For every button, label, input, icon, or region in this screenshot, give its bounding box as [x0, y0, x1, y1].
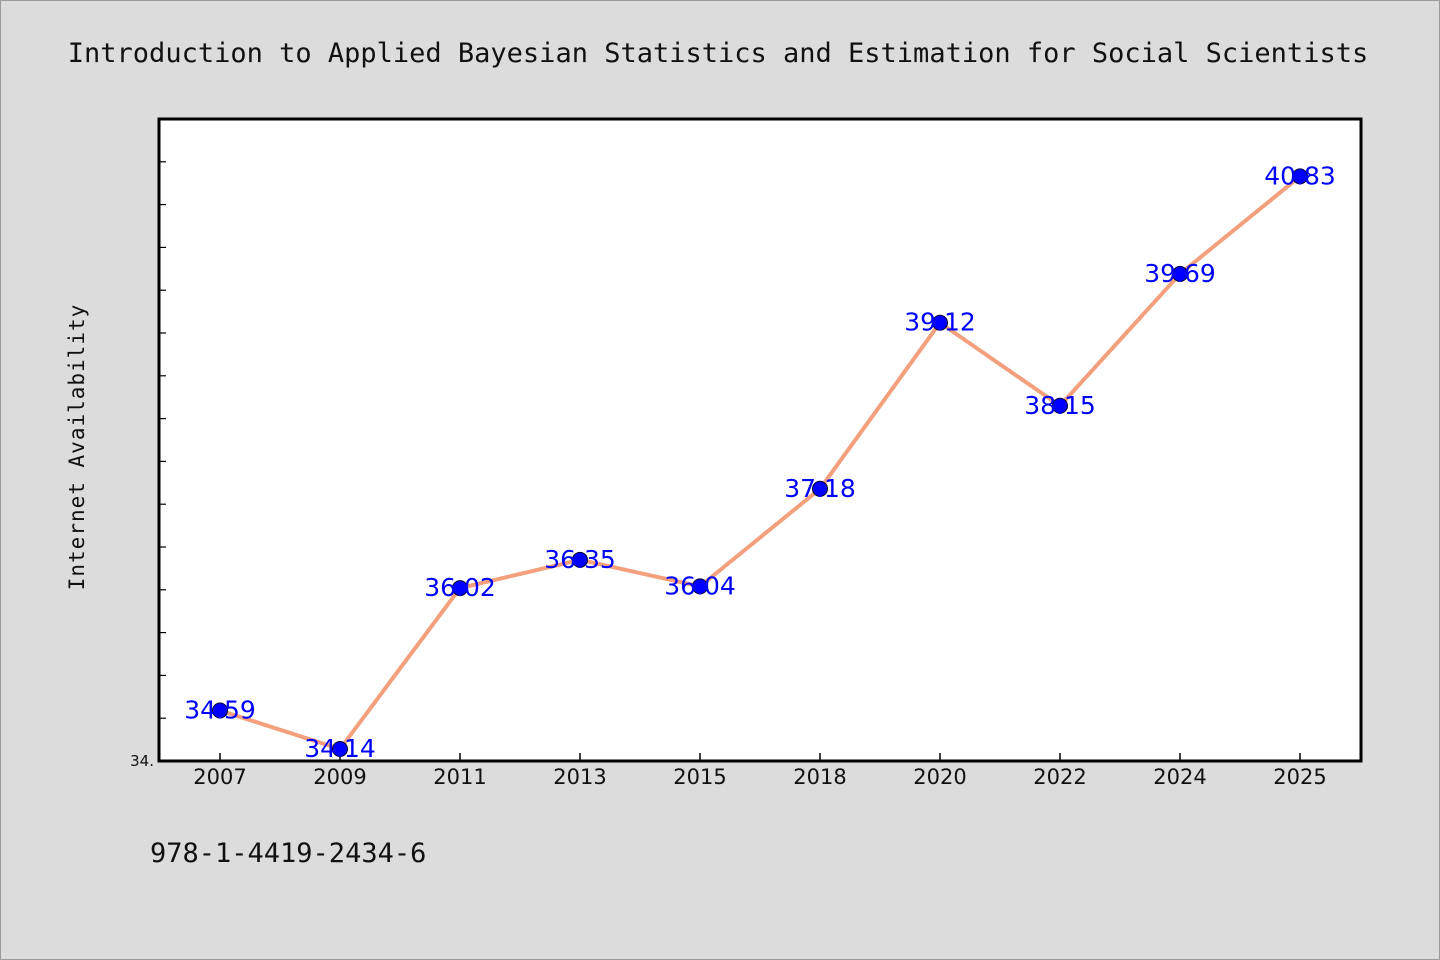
series-line-group	[219, 174, 1302, 752]
x-tick-label: 2022	[1033, 765, 1086, 789]
data-label: 34.14	[304, 734, 376, 763]
series-line	[219, 174, 1302, 752]
x-tick-label: 2024	[1153, 765, 1206, 789]
isbn-text: 978-1-4419-2434-6	[150, 838, 426, 869]
data-markers	[212, 168, 1308, 758]
chart-title: Introduction to Applied Bayesian Statist…	[68, 38, 1368, 69]
y-axis-label: Internet Availability	[65, 304, 89, 591]
data-point	[212, 702, 228, 719]
x-tick-label: 2015	[673, 765, 726, 789]
data-point	[1172, 265, 1188, 282]
data-label: 36.35	[544, 545, 616, 574]
data-label: 36.04	[664, 571, 736, 600]
x-tick-label: 2007	[193, 765, 246, 789]
y-axis-ticks: 34.	[130, 161, 166, 770]
data-point	[1292, 168, 1308, 185]
data-point	[452, 580, 468, 597]
x-tick-label: 2013	[553, 765, 606, 789]
data-point	[572, 551, 588, 568]
data-point	[932, 314, 948, 331]
data-label: 38.15	[1024, 391, 1096, 420]
data-label: 39.69	[1144, 259, 1216, 288]
x-tick-label: 2009	[313, 765, 366, 789]
data-label: 40.83	[1264, 161, 1336, 190]
plot-area	[157, 117, 1363, 763]
x-tick-label: 2025	[1273, 765, 1326, 789]
x-tick-label: 2011	[433, 765, 486, 789]
data-labels: 34.59 34.14 36.02 36.35 36.04 37.18 39.12 38.15…	[184, 161, 1336, 763]
x-tick-label: 2020	[913, 765, 966, 789]
data-label: 39.12	[904, 308, 976, 337]
data-point	[332, 741, 348, 758]
data-label: 36.02	[424, 573, 496, 602]
x-tick-label: 2018	[793, 765, 846, 789]
y-tick-label: 34.	[130, 752, 154, 770]
data-label: 34.59	[184, 695, 256, 724]
data-point	[692, 578, 708, 595]
x-axis-ticks: 2007 2009 2011 2013 2015 2018 2020 2022 2024 2025	[193, 753, 1327, 789]
data-point	[812, 480, 828, 497]
data-point	[1052, 397, 1068, 414]
data-label: 37.18	[784, 474, 856, 503]
